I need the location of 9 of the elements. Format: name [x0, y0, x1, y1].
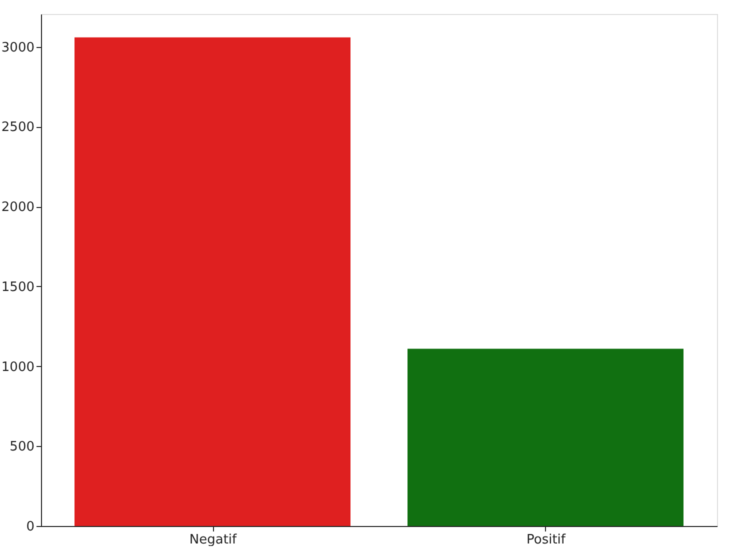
x-tick-label: Positif	[526, 532, 566, 548]
y-tick-label: 500	[10, 440, 34, 455]
y-tick-label: 2500	[1, 120, 34, 136]
y-tick-label: 1500	[1, 280, 34, 295]
y-tick-label: 1000	[1, 360, 34, 375]
y-tick-label: 2000	[1, 200, 34, 216]
x-tick-label: Negatif	[189, 532, 238, 548]
y-tick-label: 3000	[1, 40, 34, 56]
y-tick-label: 0	[26, 520, 34, 534]
